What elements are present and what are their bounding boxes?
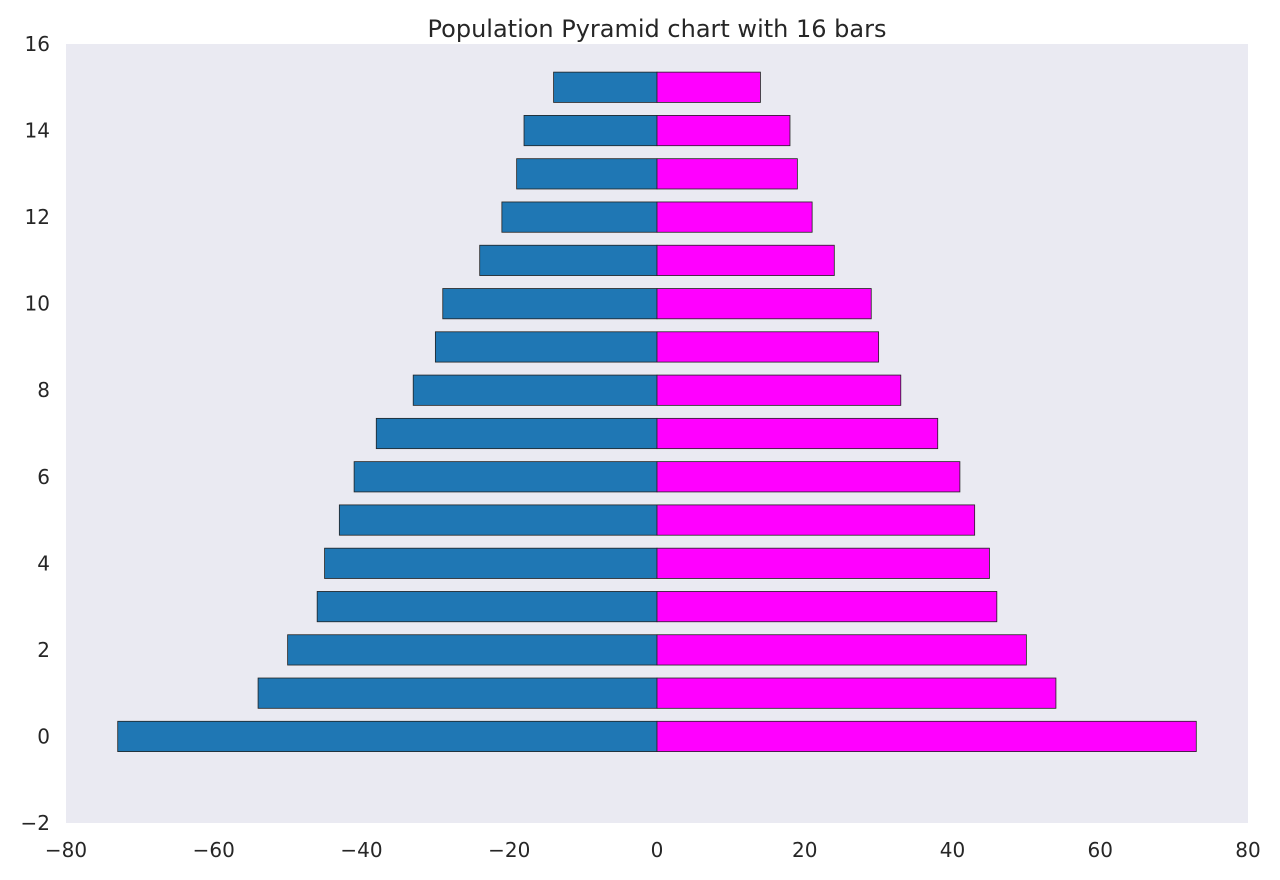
bar-right-12 (656, 201, 813, 233)
bar-right-7 (656, 417, 939, 450)
bar-left-3 (316, 591, 658, 623)
y-tick-label: 14 (25, 119, 50, 143)
y-tick-label: 10 (25, 292, 50, 316)
bar-right-13 (656, 158, 798, 190)
y-tick-label: 8 (37, 378, 50, 402)
bar-right-5 (656, 504, 976, 536)
bar-right-0 (656, 720, 1197, 752)
x-tick-label: −40 (340, 838, 382, 862)
y-tick-label: 16 (25, 32, 50, 56)
x-tick-label: 0 (651, 838, 664, 862)
bar-right-15 (656, 71, 761, 103)
bar-right-3 (656, 591, 998, 623)
bar-left-10 (442, 288, 658, 320)
y-tick-label: 2 (37, 638, 50, 662)
bar-left-8 (412, 374, 658, 406)
y-tick-label: 12 (25, 205, 50, 229)
bar-left-12 (501, 201, 658, 233)
bar-left-15 (553, 71, 658, 103)
bar-left-13 (516, 158, 658, 190)
bar-right-6 (656, 461, 961, 493)
x-tick-label: −20 (488, 838, 530, 862)
bar-left-2 (287, 634, 658, 666)
bar-right-4 (656, 547, 990, 579)
y-tick-label: 0 (37, 724, 50, 748)
bar-left-7 (375, 417, 658, 450)
bar-left-11 (479, 244, 658, 276)
bar-left-14 (523, 115, 658, 147)
bars-group (117, 71, 1197, 752)
bar-left-0 (117, 720, 658, 752)
x-tick-label: −60 (193, 838, 235, 862)
bar-right-8 (656, 374, 902, 406)
bar-left-9 (434, 331, 658, 363)
bar-right-11 (656, 244, 835, 276)
y-axis-ticks: −2 0 2 4 6 8 10 12 14 16 (21, 32, 50, 835)
bar-right-10 (656, 288, 872, 320)
bar-left-6 (353, 461, 658, 493)
bar-left-4 (324, 547, 658, 579)
bar-right-14 (656, 115, 791, 147)
bar-right-9 (656, 331, 880, 363)
x-axis-ticks: −80 −60 −40 −20 0 20 40 60 80 (45, 838, 1261, 862)
x-tick-label: 20 (792, 838, 817, 862)
x-tick-label: 80 (1235, 838, 1260, 862)
bar-right-2 (656, 634, 1027, 666)
x-tick-label: 60 (1088, 838, 1113, 862)
bar-left-1 (257, 677, 658, 709)
chart-title: Population Pyramid chart with 16 bars (428, 15, 887, 43)
bar-right-1 (656, 677, 1057, 709)
x-tick-label: 40 (940, 838, 965, 862)
bar-left-5 (338, 504, 658, 536)
x-tick-label: −80 (45, 838, 87, 862)
y-tick-label: 6 (37, 465, 50, 489)
y-tick-label: −2 (21, 811, 50, 835)
y-tick-label: 4 (37, 551, 50, 575)
